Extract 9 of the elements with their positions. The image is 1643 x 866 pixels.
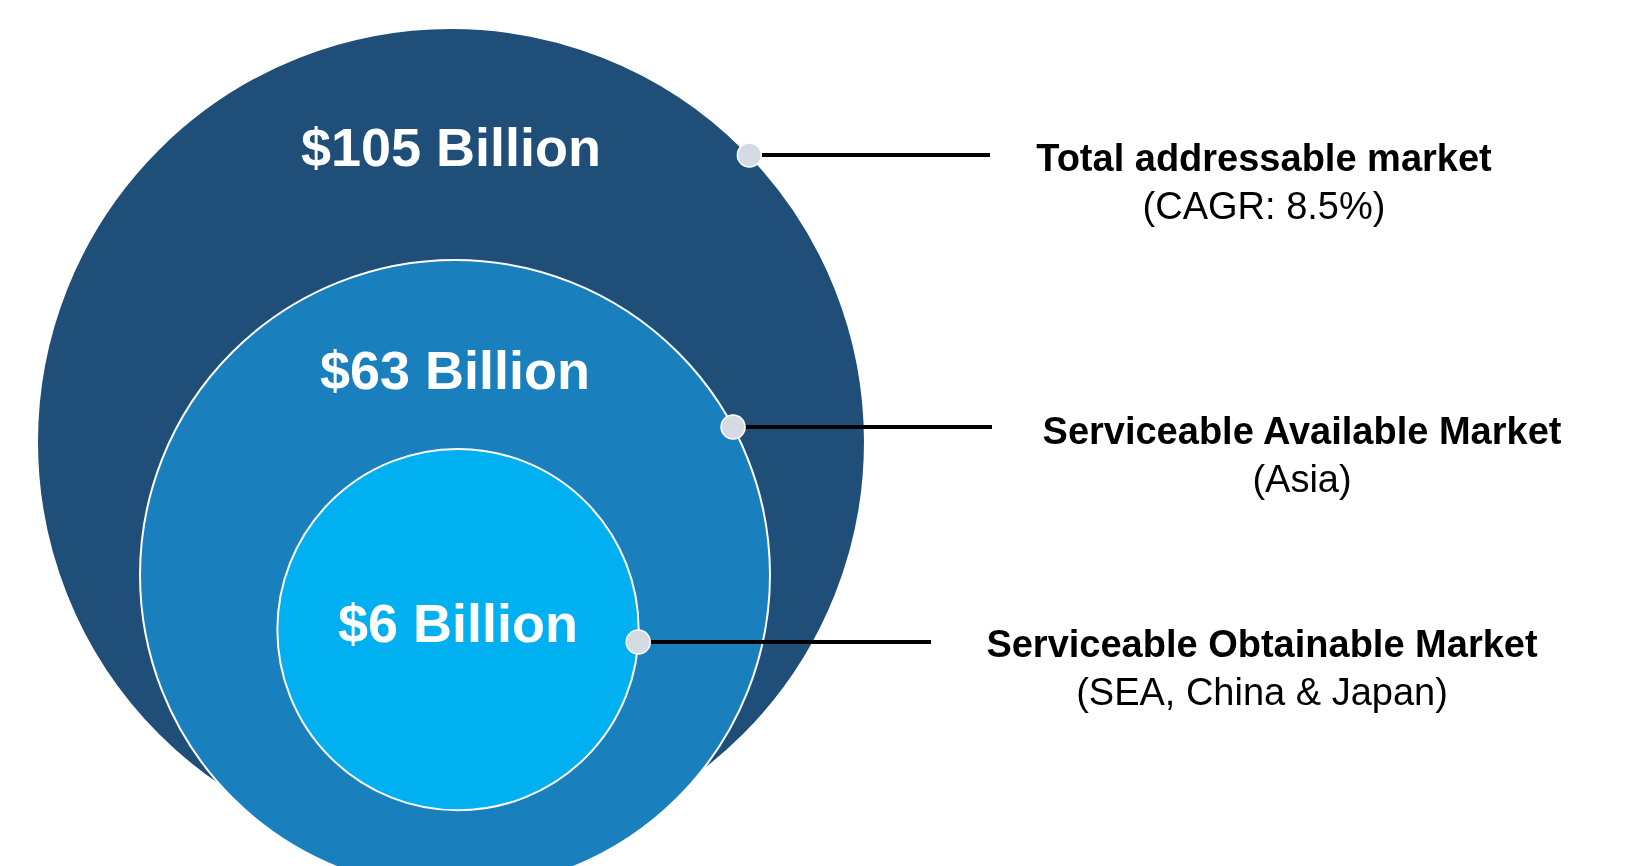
data-label: $63 Billion	[318, 339, 592, 402]
text: (Asia)	[1251, 457, 1353, 502]
category-label: Serviceable Obtainable Market	[985, 622, 1539, 667]
text: (SEA, China & Japan)	[1075, 670, 1449, 715]
data-label: $6 Billion	[336, 592, 579, 655]
text: (CAGR: 8.5%)	[1141, 184, 1387, 229]
category-label: Serviceable Available Market	[1041, 409, 1563, 454]
data-label: $105 Billion	[299, 116, 603, 179]
category-label: Total addressable market	[1035, 136, 1493, 181]
